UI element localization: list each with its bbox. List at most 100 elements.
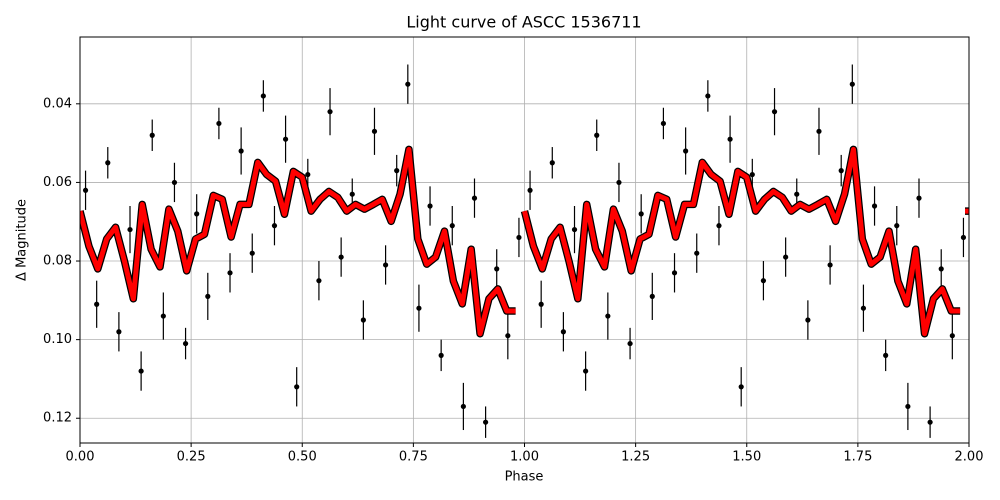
data-point [927,419,933,425]
data-point [460,403,466,410]
data-point [683,148,689,154]
data-point [382,262,389,268]
data-point [182,340,189,347]
y-tick-label: 0.08 [43,254,72,269]
data-point [749,171,755,178]
data-point [860,305,867,311]
data-point [394,168,400,174]
data-point [260,93,266,99]
data-point [527,187,533,193]
data-point [216,120,222,127]
data-point [816,128,822,134]
data-point [427,203,433,209]
chart-title: Light curve of ASCC 1536711 [406,13,641,32]
data-point [82,187,89,193]
data-point [194,211,200,217]
data-point [849,81,855,87]
data-point [316,278,322,284]
data-point [305,171,311,178]
data-point [838,168,844,174]
data-point [794,191,800,197]
y-axis-label: Δ Magnitude [15,199,30,281]
axes: 0.00 0.25 0.50 0.75 1.00 1.25 1.50 1.75 2.00 0.04… [43,36,984,465]
data-point [149,132,155,138]
data-point [705,93,711,99]
data-point [827,262,833,268]
smoothed-line [80,146,969,337]
data-point [127,226,133,233]
x-tick-label: 1.00 [510,450,539,465]
data-point [138,368,144,374]
data-point [494,266,500,272]
data-point [571,226,578,233]
data-point [805,317,811,323]
data-point [549,160,555,166]
data-point [694,250,700,256]
data-point [716,223,722,229]
data-point [738,384,744,390]
data-point [371,128,378,134]
data-point [327,109,333,115]
data-point [238,148,244,154]
data-point [660,120,667,127]
data-point [671,270,678,276]
data-point [516,234,522,241]
data-point [638,211,644,217]
data-point [105,160,111,166]
y-tick-label: 0.06 [43,175,72,190]
data-point [338,254,344,260]
axes-frame [79,36,970,444]
x-tick-label: 0.50 [288,450,317,465]
data-point [449,223,455,229]
data-point [583,368,589,374]
data-point [94,301,100,307]
data-point [294,384,300,390]
data-point [760,278,767,284]
data-point [894,223,900,229]
data-point [416,305,422,311]
x-tick-label: 2.00 [955,450,984,465]
data-point [405,81,411,87]
data-point [960,234,967,241]
data-point [171,179,178,186]
y-tick-label: 0.12 [43,411,72,426]
data-point [560,329,566,335]
x-tick-label: 0.75 [399,450,428,465]
data-point [483,419,489,425]
data-point [538,301,544,307]
data-point [627,340,633,347]
x-tick-label: 0.00 [66,450,95,465]
data-point [249,250,255,256]
x-tick-label: 1.25 [621,450,650,465]
x-tick-label: 0.25 [177,450,206,465]
data-point [360,317,366,323]
data-point [916,195,922,201]
data-point [871,203,878,209]
data-point [471,195,478,201]
data-point [160,313,166,319]
y-tick-label: 0.04 [43,96,72,111]
data-point [271,223,278,229]
data-point [938,266,944,272]
plot [80,64,969,438]
x-tick-label: 1.50 [732,450,761,465]
data-point [594,132,600,138]
x-tick-label: 1.75 [843,450,872,465]
x-axis-label: Phase [505,470,544,485]
data-point [205,293,211,299]
data-point [727,136,733,142]
data-point [771,109,778,115]
data-point [949,333,955,339]
data-point [438,352,444,358]
data-point [505,333,511,339]
data-point [349,191,355,197]
y-tick-label: 0.10 [43,332,72,347]
data-point [883,352,889,358]
data-point [905,403,911,410]
data-point [282,136,289,142]
data-point [616,179,622,186]
data-point [783,254,789,260]
data-point [116,329,122,335]
data-point [649,293,655,299]
